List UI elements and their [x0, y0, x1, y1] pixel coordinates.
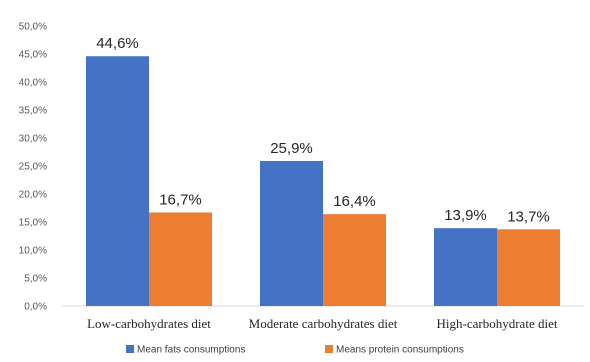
bar-protein	[149, 212, 212, 306]
bars	[86, 56, 560, 306]
y-tick-label: 40,0%	[19, 78, 47, 89]
y-tick-label: 15,0%	[19, 218, 47, 229]
y-axis: 0,0% 5,0% 10,0% 15,0% 20,0% 25,0% 30,0% 35,0% 40…	[19, 22, 47, 313]
y-tick-label: 30,0%	[19, 134, 47, 145]
bar-fats	[86, 56, 149, 306]
bar-fats	[434, 228, 497, 306]
x-category-label: Moderate carbohydrates diet	[249, 316, 398, 331]
data-label: 25,9%	[270, 140, 313, 157]
y-tick-label: 35,0%	[19, 106, 47, 117]
y-tick-label: 0,0%	[24, 302, 47, 313]
data-label: 16,4%	[333, 193, 376, 210]
legend-label: Mean fats consumptions	[137, 345, 245, 356]
data-label: 13,7%	[507, 208, 550, 225]
data-label: 16,7%	[159, 191, 202, 208]
bar-protein	[323, 214, 386, 306]
data-labels: 44,6% 16,7% 25,9% 16,4% 13,9% 13,7%	[96, 35, 550, 225]
data-label: 44,6%	[96, 35, 139, 52]
y-tick-label: 5,0%	[24, 274, 47, 285]
data-label: 13,9%	[444, 207, 487, 224]
y-tick-label: 50,0%	[19, 22, 47, 33]
legend: Mean fats consumptions Means protein cons…	[126, 345, 464, 356]
legend-swatch	[325, 345, 333, 353]
y-tick-label: 20,0%	[19, 190, 47, 201]
x-category-label: Low-carbohydrates diet	[87, 316, 211, 331]
bar-protein	[497, 229, 560, 306]
category-labels: Low-carbohydrates diet Moderate carbohydr…	[87, 316, 558, 331]
legend-swatch	[126, 345, 134, 353]
legend-label: Means protein consumptions	[336, 345, 464, 356]
y-tick-label: 25,0%	[19, 162, 47, 173]
x-category-label: High-carbohydrate diet	[437, 316, 558, 331]
y-tick-label: 10,0%	[19, 246, 47, 257]
bar-fats	[260, 160, 323, 306]
y-tick-label: 45,0%	[19, 50, 47, 61]
